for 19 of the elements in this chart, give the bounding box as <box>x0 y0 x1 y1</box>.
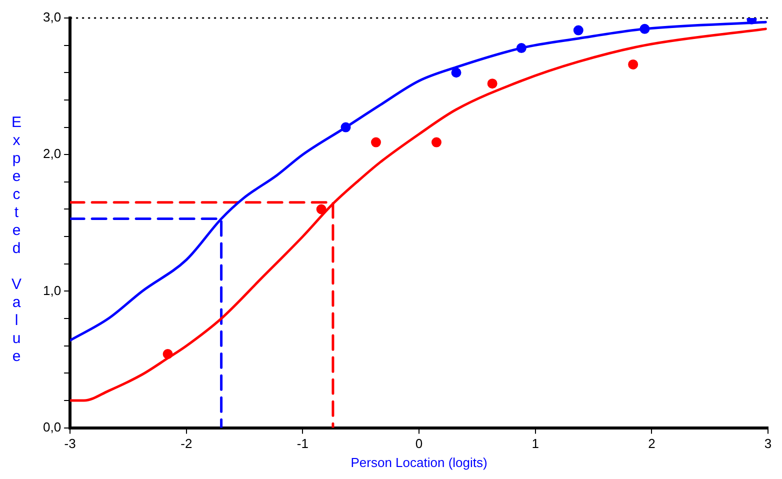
point <box>573 25 584 36</box>
y-axis-title: Expected Value <box>8 114 25 366</box>
y-tick-label: 1,0 <box>42 282 62 298</box>
y-tick-label: 0,0 <box>42 419 62 434</box>
y-tick-label: 3,0 <box>42 10 62 25</box>
x-tick-label: -3 <box>64 436 76 452</box>
point <box>431 137 442 148</box>
point <box>451 68 462 78</box>
x-axis-title: Person Location (logits) <box>350 454 488 470</box>
x-tick-label: 2 <box>648 436 656 452</box>
x-tick-label: -1 <box>296 436 308 452</box>
x-tick-label: -2 <box>180 436 192 452</box>
x-tick-label: 0 <box>415 436 423 452</box>
point <box>487 78 498 89</box>
x-tick-label: 3 <box>764 436 772 452</box>
point <box>628 59 638 70</box>
point <box>370 137 381 148</box>
x-tick-label: 1 <box>532 436 539 452</box>
y-tick-label: 2,0 <box>42 146 62 162</box>
